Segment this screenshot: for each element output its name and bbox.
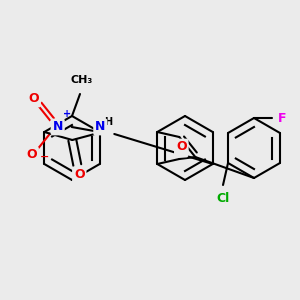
Text: O: O <box>28 92 39 106</box>
Text: O: O <box>176 140 187 154</box>
Text: +: + <box>63 109 71 119</box>
Text: −: − <box>40 152 49 162</box>
Text: N: N <box>95 121 106 134</box>
Text: O: O <box>26 148 37 161</box>
Text: N: N <box>176 142 187 155</box>
Text: O: O <box>74 169 85 182</box>
Text: F: F <box>278 112 286 124</box>
Text: Cl: Cl <box>216 191 230 205</box>
Text: CH₃: CH₃ <box>71 75 93 85</box>
Text: N: N <box>52 121 63 134</box>
Text: H: H <box>104 117 112 127</box>
